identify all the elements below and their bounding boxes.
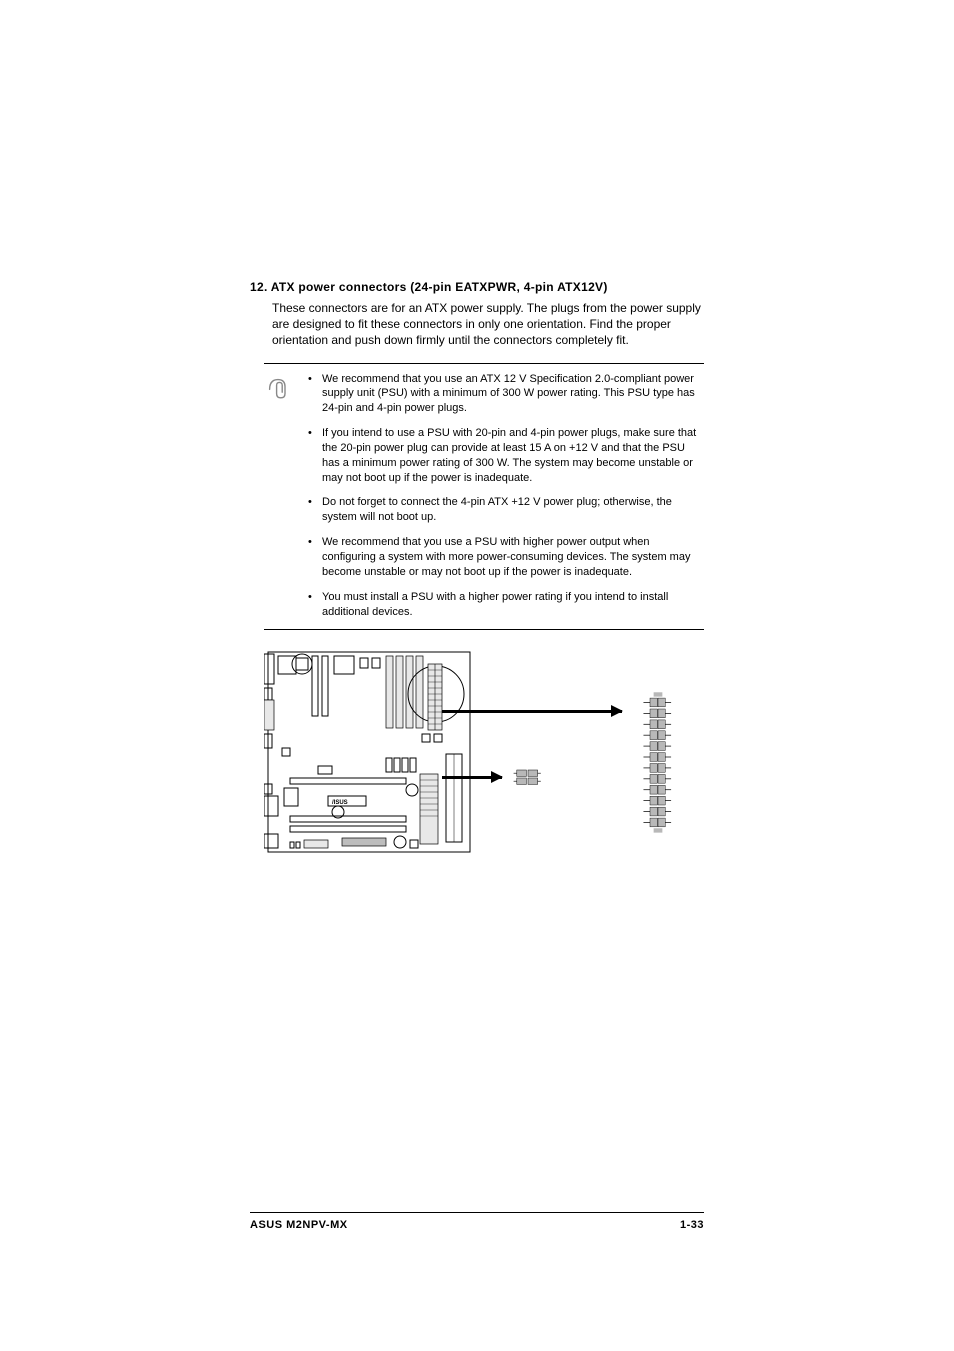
paperclip-icon (264, 372, 304, 620)
note-list: We recommend that you use an ATX 12 V Sp… (304, 372, 704, 620)
footer-right: 1-33 (680, 1219, 704, 1231)
svg-text:/ISUS: /ISUS (332, 800, 348, 806)
note-item: We recommend that you use an ATX 12 V Sp… (304, 372, 698, 417)
motherboard-diagram: /ISUS (264, 648, 704, 888)
note-item: We recommend that you use a PSU with hig… (304, 535, 698, 580)
atx12v-4pin-connector (512, 766, 544, 790)
note-item: You must install a PSU with a higher pow… (304, 590, 698, 620)
arrow-to-24pin (442, 710, 622, 713)
intro-text: These connectors are for an ATX power su… (272, 300, 704, 349)
eatxpwr-24pin-connector (642, 672, 674, 858)
note-item: Do not forget to connect the 4-pin ATX +… (304, 495, 698, 525)
note-block: We recommend that you use an ATX 12 V Sp… (264, 363, 704, 631)
note-item: If you intend to use a PSU with 20-pin a… (304, 426, 698, 485)
footer-left: ASUS M2NPV-MX (250, 1219, 348, 1231)
motherboard-outline: /ISUS (264, 648, 474, 858)
page-footer: ASUS M2NPV-MX 1-33 (250, 1212, 704, 1231)
section-heading: 12. ATX power connectors (24-pin EATXPWR… (250, 280, 704, 294)
arrow-to-4pin (442, 776, 502, 779)
